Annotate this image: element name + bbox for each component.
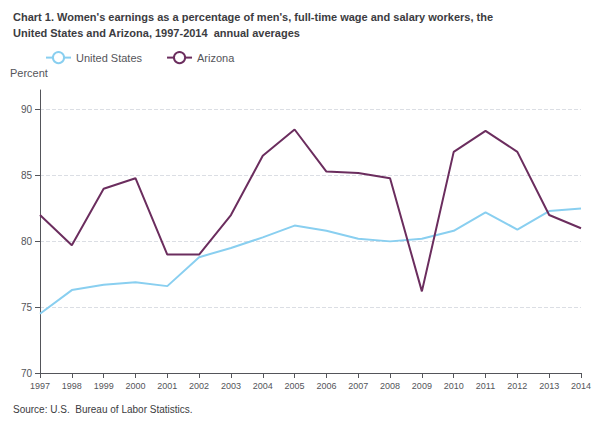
svg-text:2000: 2000 (125, 381, 145, 391)
svg-text:90: 90 (21, 104, 33, 115)
svg-text:2003: 2003 (221, 381, 241, 391)
svg-text:2006: 2006 (316, 381, 336, 391)
svg-text:2002: 2002 (189, 381, 209, 391)
svg-text:Chart 1. Women's earnings as a: Chart 1. Women's earnings as a percentag… (13, 11, 493, 23)
svg-text:1999: 1999 (94, 381, 114, 391)
svg-text:2011: 2011 (476, 381, 495, 391)
svg-text:75: 75 (21, 302, 33, 313)
svg-text:1997: 1997 (30, 381, 50, 391)
svg-text:2010: 2010 (444, 381, 464, 391)
svg-text:2014: 2014 (571, 381, 591, 391)
svg-text:70: 70 (21, 368, 33, 379)
svg-text:2012: 2012 (507, 381, 527, 391)
svg-text:United States and Arizona, 199: United States and Arizona, 1997-2014 ann… (13, 27, 300, 39)
svg-text:2009: 2009 (412, 381, 432, 391)
svg-text:2007: 2007 (348, 381, 368, 391)
svg-text:2004: 2004 (253, 381, 273, 391)
svg-text:United States: United States (76, 52, 143, 64)
svg-text:80: 80 (21, 236, 33, 247)
svg-text:Arizona: Arizona (197, 52, 235, 64)
svg-text:1998: 1998 (62, 381, 82, 391)
svg-text:2005: 2005 (285, 381, 305, 391)
svg-text:2008: 2008 (380, 381, 400, 391)
svg-text:2013: 2013 (539, 381, 559, 391)
svg-text:Source: U.S. Bureau of Labor: Source: U.S. Bureau of Labor Statistics. (13, 404, 193, 415)
svg-text:Percent: Percent (10, 67, 48, 79)
svg-text:85: 85 (21, 170, 33, 181)
svg-text:2001: 2001 (157, 381, 177, 391)
